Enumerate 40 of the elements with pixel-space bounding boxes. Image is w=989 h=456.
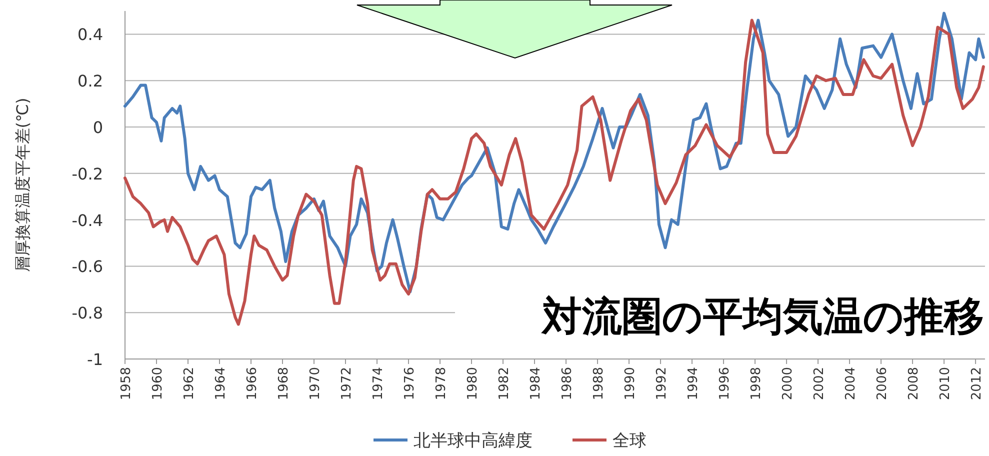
y-tick-label: -0.4 xyxy=(72,210,103,230)
x-tick-label: 1966 xyxy=(245,367,260,400)
x-tick-label: 1958 xyxy=(119,367,134,400)
x-tick-label: 1996 xyxy=(718,367,733,400)
x-tick-label: 1992 xyxy=(654,367,670,400)
x-tick-label: 1970 xyxy=(308,367,324,400)
x-tick-label: 2000 xyxy=(780,367,796,400)
x-tick-label: 1976 xyxy=(402,367,418,400)
x-tick-label: 1960 xyxy=(150,367,166,400)
legend-label: 全球 xyxy=(612,431,646,451)
x-tick-label: 1986 xyxy=(560,367,576,400)
x-tick-label: 1972 xyxy=(340,367,355,400)
x-tick-label: 2006 xyxy=(875,367,890,400)
x-tick-label: 2008 xyxy=(906,367,922,400)
x-tick-label: 1982 xyxy=(497,367,512,400)
x-tick-label: 1988 xyxy=(592,367,607,400)
x-tick-label: 1990 xyxy=(623,367,638,400)
text: 対流圏の平均気温の推移 xyxy=(541,294,984,340)
y-tick-label: 0.2 xyxy=(78,72,103,91)
x-tick-label: 2012 xyxy=(970,367,985,400)
y-axis-title: 層厚換算温度平年差(℃) xyxy=(13,98,32,272)
x-tick-label: 1980 xyxy=(466,367,481,400)
y-tick-label: 0 xyxy=(92,118,103,137)
x-tick-label: 1962 xyxy=(182,367,198,400)
x-tick-label: 1984 xyxy=(528,367,544,400)
x-tick-label: 2004 xyxy=(844,367,859,400)
y-tick-label: -0.6 xyxy=(72,257,103,276)
x-tick-label: 1974 xyxy=(371,367,386,400)
y-tick-label: -1 xyxy=(87,350,103,369)
y-tick-label: -0.2 xyxy=(72,164,103,184)
x-tick-label: 2002 xyxy=(812,367,828,400)
y-tick-label: 0.4 xyxy=(78,25,103,44)
x-tick-label: 1978 xyxy=(434,367,450,400)
x-tick-label: 1968 xyxy=(276,367,292,400)
legend-label: 北半球中高緯度 xyxy=(414,431,532,451)
x-tick-label: 1964 xyxy=(214,367,229,400)
y-tick-label: -0.8 xyxy=(72,304,103,323)
x-tick-label: 1994 xyxy=(686,367,702,400)
x-tick-label: 1998 xyxy=(749,367,764,400)
x-tick-label: 2010 xyxy=(938,367,954,400)
